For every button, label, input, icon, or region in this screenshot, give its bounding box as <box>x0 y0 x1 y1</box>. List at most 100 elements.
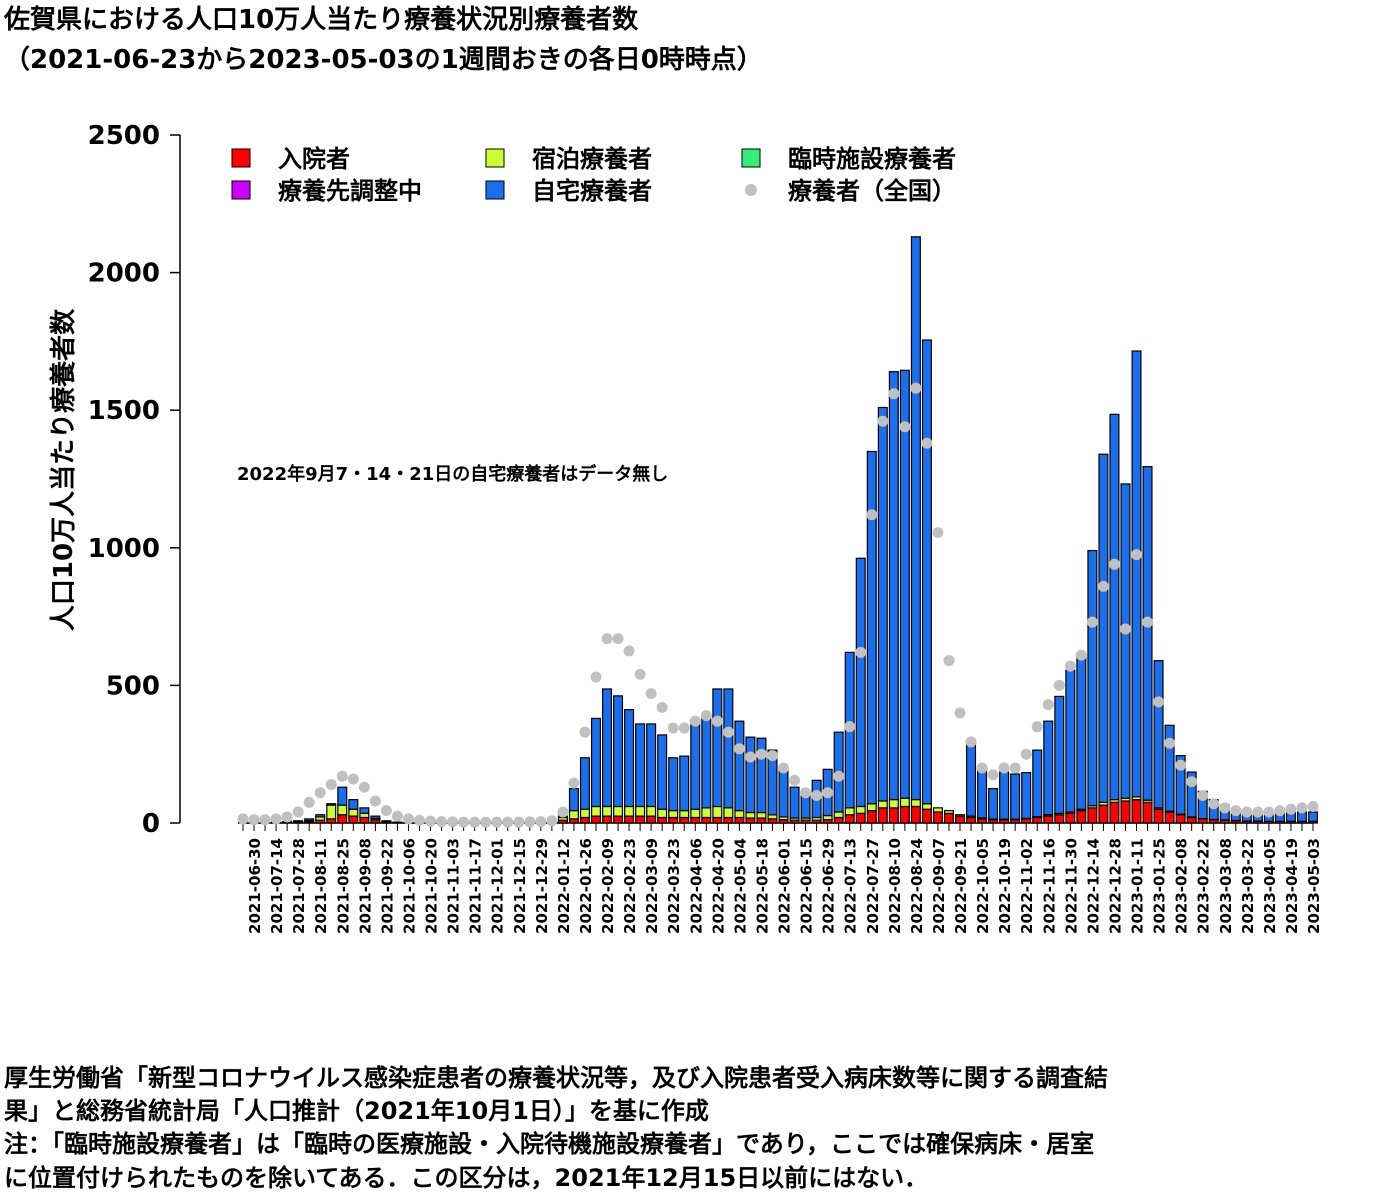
point <box>1197 789 1209 801</box>
bar-segment <box>613 805 624 817</box>
bar-segment <box>624 805 635 817</box>
bar-segment <box>943 812 954 824</box>
bar-segment <box>1153 660 1164 809</box>
bar-segment <box>999 771 1010 820</box>
source-line: 厚生労働省「新型コロナウイルス感染症患者の療養状況等，及び入院患者受入病床数等に… <box>4 1064 1108 1092</box>
bar-segment <box>778 766 789 818</box>
bar-segment <box>613 815 624 824</box>
y-tick-label: 2500 <box>88 121 160 151</box>
bar-segment <box>337 786 348 806</box>
point <box>1064 660 1076 672</box>
bar-segment <box>712 688 723 808</box>
bar-segment <box>568 818 579 824</box>
bar-segment <box>1164 724 1175 812</box>
point <box>1108 558 1120 570</box>
point <box>1042 699 1054 711</box>
bar-segment <box>635 723 646 808</box>
point <box>425 815 437 827</box>
bar-segment <box>690 808 701 819</box>
point <box>711 715 723 727</box>
bar-segment <box>1010 773 1021 820</box>
x-tick-label: 2022-04-20 <box>709 838 727 934</box>
x-tick-label: 2022-03-09 <box>643 838 661 934</box>
point <box>1164 737 1176 749</box>
point <box>700 710 712 722</box>
bar-segment <box>877 406 888 802</box>
x-tick-label: 2022-09-21 <box>952 838 970 934</box>
bar-segment <box>712 816 723 824</box>
point <box>844 721 856 733</box>
x-tick-label: 2022-01-26 <box>577 838 595 934</box>
bar-segment <box>899 805 910 824</box>
x-tick-label: 2022-07-13 <box>842 838 860 934</box>
point <box>413 814 425 826</box>
point <box>579 726 591 738</box>
x-tick-label: 2021-11-03 <box>445 838 463 934</box>
point <box>303 796 315 808</box>
bar-segment <box>899 797 910 808</box>
point <box>822 787 834 799</box>
legend-label: 入院者 <box>278 145 350 173</box>
x-tick-label: 2021-11-17 <box>467 838 485 934</box>
bar-segment <box>359 807 370 814</box>
legend-swatch <box>741 148 761 168</box>
legend-label: 療養先調整中 <box>278 177 422 205</box>
bar-segment <box>668 816 679 824</box>
x-tick-label: 2021-06-30 <box>246 838 264 934</box>
point <box>436 816 448 828</box>
bar-segment <box>977 765 988 819</box>
x-tick-label: 2021-12-01 <box>489 838 507 934</box>
bar-segment <box>723 816 734 824</box>
point <box>1053 679 1065 691</box>
bar-segment <box>679 816 690 824</box>
point <box>877 415 889 427</box>
point <box>270 813 282 825</box>
point <box>634 668 646 680</box>
bar-segment <box>1142 466 1153 801</box>
point <box>325 778 337 790</box>
point <box>1020 748 1032 760</box>
point <box>789 774 801 786</box>
bar-segment <box>1153 808 1164 824</box>
point <box>623 645 635 657</box>
bar-segment <box>1087 549 1098 807</box>
x-tick-label: 2021-08-11 <box>312 838 330 934</box>
point <box>833 770 845 782</box>
x-tick-label: 2021-07-14 <box>268 838 286 934</box>
legend-label: 療養者（全国） <box>788 177 956 205</box>
bar-segment <box>590 805 602 817</box>
bar-segment <box>1120 483 1131 799</box>
x-tick-label: 2022-11-02 <box>1018 838 1036 934</box>
point <box>965 736 977 748</box>
point <box>458 816 470 828</box>
bar-segment <box>657 816 668 824</box>
bar-segment <box>679 755 690 812</box>
bar-segment <box>954 814 966 817</box>
point <box>722 726 734 738</box>
bar-segment <box>1076 810 1087 824</box>
bar-segment <box>910 805 921 824</box>
x-tick-label: 2022-01-12 <box>555 838 573 934</box>
x-tick-label: 2022-06-29 <box>820 838 838 934</box>
bar-segment <box>932 807 943 813</box>
y-tick-label: 500 <box>106 671 160 701</box>
point <box>1307 800 1319 812</box>
bar-segment <box>701 807 712 819</box>
x-tick-label: 2022-04-06 <box>687 838 705 934</box>
annotation: 2022年9月7・14・21日の自宅療養者はデータ無し <box>237 463 668 485</box>
bar-segment <box>337 804 348 816</box>
x-tick-label: 2022-11-30 <box>1062 838 1080 934</box>
point <box>954 707 966 719</box>
point <box>590 671 602 683</box>
bar-segment <box>833 816 844 824</box>
legend-swatch <box>485 148 505 168</box>
bar-segment <box>1054 814 1065 824</box>
bar-segment <box>602 688 613 808</box>
bar-segment <box>602 805 613 817</box>
bar-segment <box>1120 800 1131 824</box>
x-tick-label: 2022-10-19 <box>996 838 1014 934</box>
x-tick-label: 2021-12-29 <box>533 838 551 934</box>
point <box>1119 623 1131 635</box>
point <box>1263 806 1275 818</box>
bar-segment <box>1065 669 1076 813</box>
